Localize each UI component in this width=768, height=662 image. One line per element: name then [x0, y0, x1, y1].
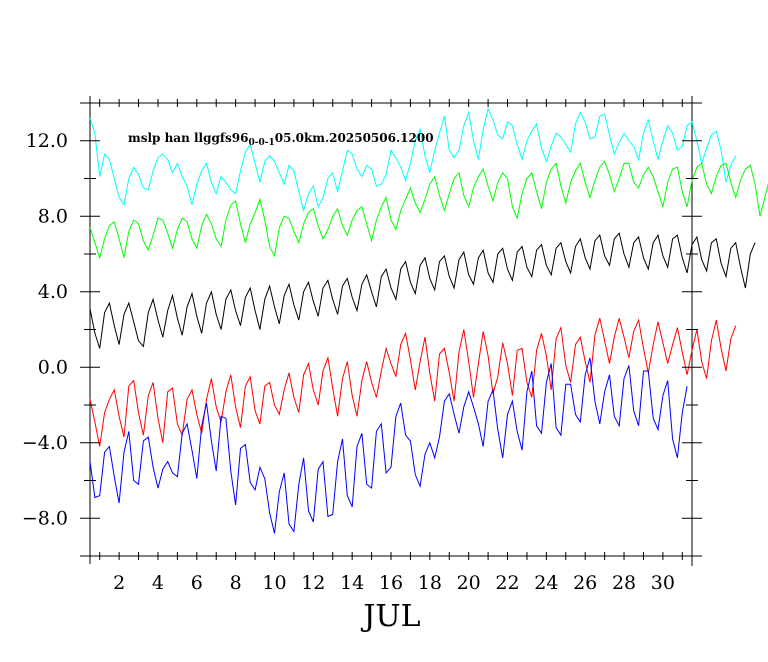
y-tick-label: 12.0: [26, 130, 68, 152]
y-tick-label: −8.0: [22, 507, 68, 529]
chart-title: mslp han llggfs960-0-105.0km.20250506.12…: [128, 131, 434, 148]
x-tick-label: 6: [191, 572, 203, 594]
x-tick-label: 2: [113, 572, 125, 594]
x-tick-label: 26: [573, 572, 597, 594]
x-tick-label: 14: [340, 572, 364, 594]
x-axis-title: JUL: [360, 599, 420, 634]
x-tick-label: 16: [379, 572, 403, 594]
x-tick-label: 12: [301, 572, 325, 594]
plot-frame: [80, 96, 702, 566]
series-layer: [89, 107, 768, 534]
y-tick-label: 4.0: [38, 281, 68, 303]
series-line-1: [89, 107, 737, 213]
x-tick-label: 28: [612, 572, 636, 594]
y-tick-label: 8.0: [38, 205, 68, 227]
x-tick-label: 8: [230, 572, 242, 594]
y-tick-label: −4.0: [22, 432, 68, 454]
x-tick-label: 22: [495, 572, 519, 594]
x-tick-label: 20: [457, 572, 481, 594]
x-tick-label: 4: [152, 572, 164, 594]
series-line-2: [89, 160, 768, 260]
ticks-layer: −8.0−4.00.04.08.012.02 4 6 8 10 12 14 16 18 20 22 2…: [22, 99, 702, 594]
series-line-4: [89, 318, 737, 447]
x-tick-label: 18: [418, 572, 442, 594]
series-line-3: [89, 232, 756, 349]
series-line-5: [89, 357, 688, 534]
x-tick-label: 30: [651, 572, 675, 594]
x-tick-label: 10: [262, 572, 286, 594]
x-tick-label: 24: [534, 572, 558, 594]
y-tick-label: 0.0: [38, 356, 68, 378]
